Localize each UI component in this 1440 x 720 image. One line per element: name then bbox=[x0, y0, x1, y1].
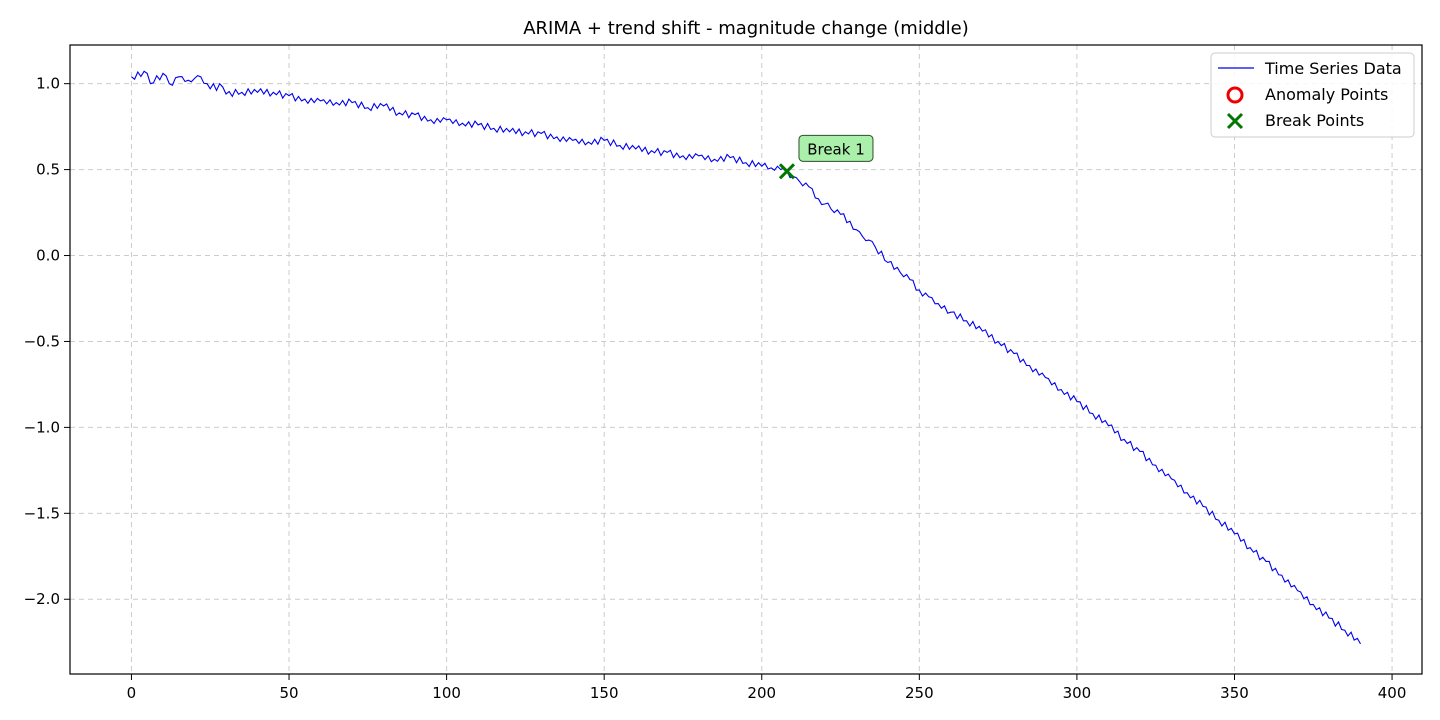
break-label-box bbox=[798, 134, 874, 162]
x-tick-label: 200 bbox=[747, 684, 776, 702]
chart-title: ARIMA + trend shift - magnitude change (… bbox=[523, 18, 969, 39]
y-tick-label: −1.0 bbox=[24, 418, 60, 436]
x-tick-label: 300 bbox=[1063, 684, 1092, 702]
x-tick-label: 350 bbox=[1220, 684, 1249, 702]
x-tick-label: 250 bbox=[905, 684, 934, 702]
plot-frame bbox=[69, 44, 1423, 675]
x-tick-label: 0 bbox=[127, 684, 137, 702]
y-tick-label: −0.5 bbox=[24, 332, 60, 350]
break-point-marker bbox=[778, 163, 796, 180]
legend-box bbox=[1210, 52, 1415, 138]
legend-anomaly-marker bbox=[1226, 86, 1244, 104]
x-tick-label: 50 bbox=[279, 684, 298, 702]
plot-area: Break 1 bbox=[131, 70, 1361, 645]
grid bbox=[70, 45, 1422, 674]
y-tick-label: −2.0 bbox=[24, 590, 60, 608]
y-tick-label: 0.5 bbox=[36, 161, 60, 179]
break-label: Break 1 bbox=[807, 140, 865, 158]
x-tick-label: 400 bbox=[1378, 684, 1407, 702]
legend: Time Series Data Anomaly Points Break Po… bbox=[1210, 52, 1415, 138]
y-tick-label: 0.0 bbox=[36, 247, 60, 265]
y-tick-label: −1.5 bbox=[24, 504, 60, 522]
legend-break-marker bbox=[1226, 112, 1244, 130]
y-tick-label: 1.0 bbox=[36, 75, 60, 93]
x-tick-label: 150 bbox=[590, 684, 619, 702]
legend-label-series: Time Series Data bbox=[1264, 59, 1402, 78]
axis-ticks: 0 50 100 150 200 250 300 350 400 1.0 0.5 0.0 −0.5 −1.… bbox=[24, 75, 1407, 702]
legend-label-anomaly: Anomaly Points bbox=[1265, 85, 1388, 104]
x-tick-label: 100 bbox=[432, 684, 461, 702]
series-line bbox=[131, 70, 1361, 645]
legend-label-break: Break Points bbox=[1265, 111, 1364, 130]
